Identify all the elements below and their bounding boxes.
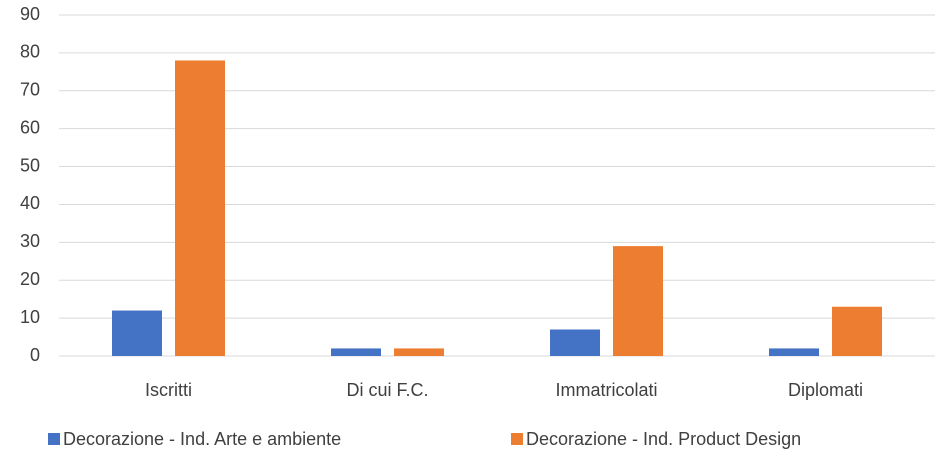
y-tick-label: 50	[20, 155, 40, 175]
bar	[550, 329, 600, 356]
y-tick-label: 90	[20, 4, 40, 24]
x-tick-label: Di cui F.C.	[346, 380, 428, 400]
legend-swatch	[48, 433, 60, 445]
y-tick-label: 80	[20, 42, 40, 62]
bar	[613, 246, 663, 356]
legend-label: Decorazione - Ind. Product Design	[526, 429, 801, 449]
y-tick-label: 10	[20, 307, 40, 327]
x-tick-label: Immatricolati	[555, 380, 657, 400]
y-tick-label: 60	[20, 117, 40, 137]
bar	[331, 348, 381, 356]
bar	[769, 348, 819, 356]
bar	[832, 306, 882, 356]
bar	[175, 60, 225, 356]
x-tick-label: Diplomati	[788, 380, 863, 400]
x-tick-label: Iscritti	[145, 380, 192, 400]
bar	[112, 310, 162, 356]
y-tick-label: 30	[20, 231, 40, 251]
y-tick-label: 70	[20, 80, 40, 100]
legend-swatch	[511, 433, 523, 445]
y-tick-label: 0	[30, 345, 40, 365]
bar	[394, 348, 444, 356]
y-tick-label: 20	[20, 269, 40, 289]
legend-label: Decorazione - Ind. Arte e ambiente	[63, 429, 341, 449]
y-tick-label: 40	[20, 193, 40, 213]
